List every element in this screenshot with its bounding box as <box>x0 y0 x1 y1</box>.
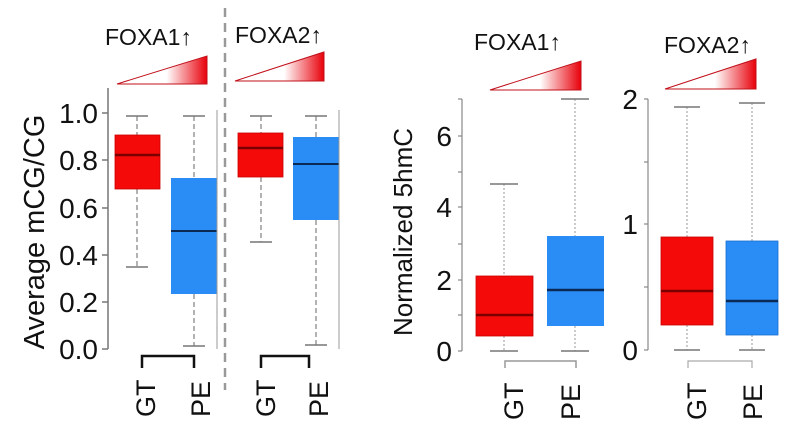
y-tick-label: 1.0 <box>59 98 98 129</box>
box-foxa1-pe <box>171 110 218 349</box>
y-tick-label: 0.8 <box>59 145 98 176</box>
y-tick-label: 2 <box>436 265 452 296</box>
hmc-foxa2-chart: FOXA2↑ 0 1 2 <box>622 32 779 421</box>
y-tick-label: 0 <box>622 335 638 366</box>
y-tick-label: 0.0 <box>59 334 98 365</box>
hmc-foxa1-chart: Normalized 5hmC FOXA1↑ 0 2 4 6 <box>388 29 604 420</box>
box-foxa2-gt <box>237 115 284 243</box>
x-tick-label-pe: PE <box>304 381 334 417</box>
box-5hmc-foxa1-gt <box>475 183 534 352</box>
box-5hmc-foxa2-pe <box>725 102 779 351</box>
x-tick-label-pe: PE <box>738 384 768 420</box>
y-tick-label: 2 <box>622 84 638 115</box>
comparison-bracket <box>259 354 311 368</box>
comparison-bracket <box>504 360 577 368</box>
gradient-triangle-icon <box>664 58 757 90</box>
panel-header-foxa2: FOXA2↑ <box>664 32 751 58</box>
box-5hmc-foxa1-pe <box>547 98 604 352</box>
gradient-triangle-icon <box>489 60 582 91</box>
y-axis-title-mcg: Average mCG/CG <box>19 115 51 350</box>
y-tick-label: 1 <box>622 209 638 240</box>
box-foxa2-pe <box>293 110 340 349</box>
panel-header-foxa1: FOXA1↑ <box>474 29 561 55</box>
y-axis-ticks <box>458 98 462 352</box>
x-tick-label-gt: GT <box>131 380 161 418</box>
panel-header-foxa1: FOXA1↑ <box>105 24 192 50</box>
mcg-chart: Average mCG/CG 0.0 0.2 0.4 0.6 0.8 1.0 F… <box>19 8 340 418</box>
y-tick-label: 4 <box>436 192 452 223</box>
panel-header-foxa2: FOXA2↑ <box>235 22 322 48</box>
comparison-bracket <box>687 360 753 368</box>
y-tick-label: 0.4 <box>59 240 98 271</box>
y-tick-label: 6 <box>436 121 452 152</box>
x-tick-label-gt: GT <box>251 380 281 418</box>
x-tick-label-gt: GT <box>499 383 529 421</box>
y-tick-label: 0.2 <box>59 287 98 318</box>
y-axis-ticks <box>102 112 108 350</box>
y-axis-title-5hmc: Normalized 5hmC <box>388 128 418 336</box>
box-foxa1-gt <box>114 115 161 268</box>
y-tick-label: 0 <box>436 336 452 367</box>
y-tick-label: 0.6 <box>59 193 98 224</box>
x-tick-label-pe: PE <box>186 381 216 417</box>
x-tick-label-gt: GT <box>682 383 712 421</box>
gradient-triangle-icon <box>116 55 208 85</box>
comparison-bracket <box>140 354 196 368</box>
gradient-triangle-icon <box>234 51 325 82</box>
x-tick-label-pe: PE <box>556 384 586 420</box>
box-5hmc-foxa2-gt <box>660 106 714 351</box>
y-axis-ticks <box>644 98 648 351</box>
